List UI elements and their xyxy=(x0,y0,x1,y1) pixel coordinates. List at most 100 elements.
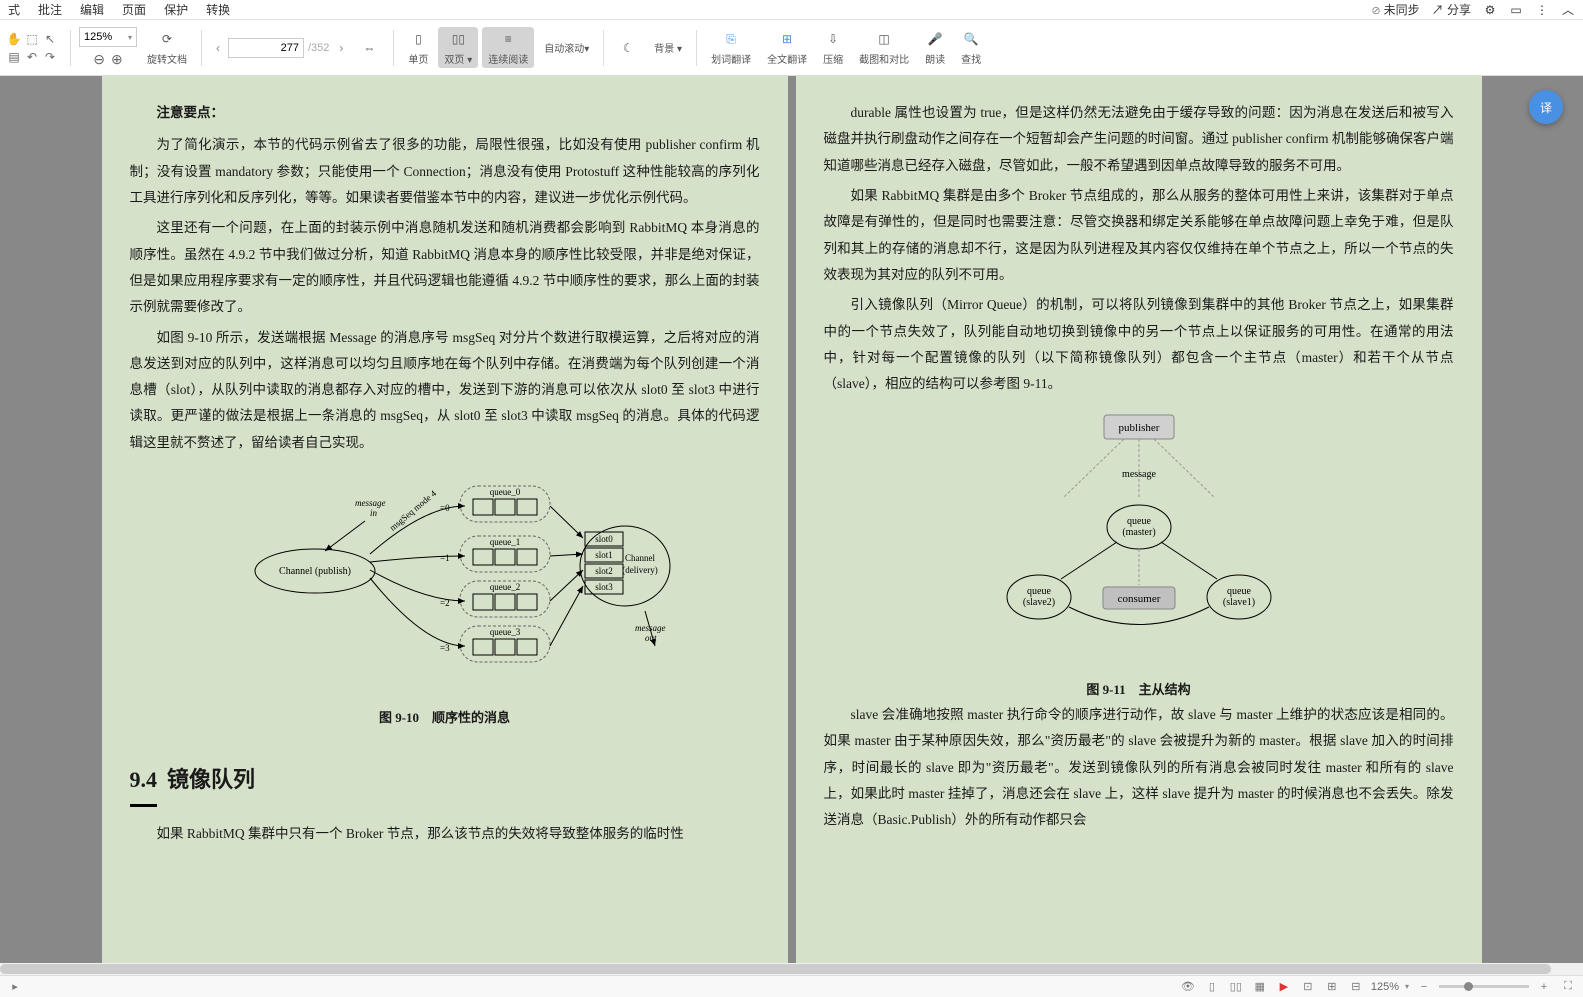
svg-text:queue_1: queue_1 xyxy=(489,537,520,547)
thumb1-icon[interactable]: ⊡ xyxy=(1299,979,1317,995)
next-page-icon[interactable]: › xyxy=(333,38,349,58)
section-heading: 9.4 镜像队列 xyxy=(130,759,760,807)
undo-icon[interactable]: ↶ xyxy=(24,49,40,65)
single-page-button[interactable]: ▯ 单页 xyxy=(402,27,434,68)
compare-icon: ◫ xyxy=(874,29,894,49)
view-double-icon[interactable]: ▯▯ xyxy=(1227,979,1245,995)
compare-button[interactable]: ◫ 截图和对比 xyxy=(853,27,915,68)
zoom-plus-icon[interactable]: + xyxy=(1535,979,1553,995)
svg-text:=1: =1 xyxy=(440,553,450,563)
view-book-icon[interactable]: ▦ xyxy=(1251,979,1269,995)
zoom-out-icon[interactable]: ⊖ xyxy=(93,51,105,68)
night-button[interactable]: ☾ xyxy=(612,36,644,60)
svg-text:=0: =0 xyxy=(440,503,450,513)
read-button[interactable]: 🎤 朗读 xyxy=(919,27,951,68)
zoom-input[interactable]: 125%▾ xyxy=(79,27,137,47)
double-page-button[interactable]: ▯▯ 双页 ▾ xyxy=(438,27,478,68)
page-input[interactable]: 277 xyxy=(228,38,304,58)
find-button[interactable]: 🔍 查找 xyxy=(955,27,987,68)
compress-icon: ⇩ xyxy=(823,29,843,49)
view-single-icon[interactable]: ▯ xyxy=(1203,979,1221,995)
paragraph: 如图 9-10 所示，发送端根据 Message 的消息序号 msgSeq 对分… xyxy=(130,325,760,457)
svg-text:=2: =2 xyxy=(440,598,450,608)
svg-text:slot2: slot2 xyxy=(595,566,613,576)
svg-text:queue: queue xyxy=(1127,516,1151,527)
page-right: durable 属性也设置为 true，但是这样仍然无法避免由于缓存导致的问题：… xyxy=(796,76,1482,975)
collapse-icon[interactable]: ︿ xyxy=(1561,3,1575,17)
page-header: 注意要点： xyxy=(130,100,760,126)
status-zoom: 125% xyxy=(1371,981,1399,993)
fit-button[interactable]: ⇔ xyxy=(353,36,385,60)
compress-button[interactable]: ⇩ 压缩 xyxy=(817,27,849,68)
svg-text:Channel: Channel xyxy=(625,553,655,563)
paragraph: 如果 RabbitMQ 集群是由多个 Broker 节点组成的，那么从服务的整体… xyxy=(824,183,1454,288)
paragraph: slave 会准确地按照 master 执行命令的顺序进行动作，故 slave … xyxy=(824,702,1454,834)
svg-text:queue: queue xyxy=(1227,586,1251,597)
bg-button[interactable]: 背景 ▾ xyxy=(648,38,688,57)
page-left: 注意要点： 为了简化演示，本节的代码示例省去了很多的功能，局限性很强，比如没有使… xyxy=(102,76,788,975)
settings-icon[interactable]: ⚙ xyxy=(1483,3,1497,17)
redo-icon[interactable]: ↷ xyxy=(42,49,58,65)
translate-icon: 译 xyxy=(1540,99,1552,116)
svg-text:message: message xyxy=(355,498,386,508)
zoom-minus-icon[interactable]: − xyxy=(1415,979,1433,995)
menu-bar: 式 批注 编辑 页面 保护 转换 ⊘ 未同步 ↗ 分享 ⚙ ▭ ⋮ ︿ xyxy=(0,0,1583,20)
full-trans-button[interactable]: ⊞ 全文翻译 xyxy=(761,27,813,68)
menu-edit[interactable]: 编辑 xyxy=(80,1,104,18)
page-total: /352 xyxy=(308,42,329,54)
paragraph: 这里还有一个问题，在上面的封装示例中消息随机发送和随机消费都会影响到 Rabbi… xyxy=(130,215,760,320)
arrow-tool-icon[interactable]: ↖ xyxy=(42,31,58,47)
hand-tool-icon[interactable]: ✋ xyxy=(6,31,22,47)
svg-text:queue: queue xyxy=(1027,586,1051,597)
svg-text:queue_0: queue_0 xyxy=(489,487,520,497)
svg-text:out: out xyxy=(645,633,657,643)
menu-protect[interactable]: 保护 xyxy=(164,1,188,18)
continuous-button[interactable]: ≡ 连续阅读 xyxy=(482,27,534,68)
select-tool-icon[interactable]: ⬚ xyxy=(24,31,40,47)
menu-page[interactable]: 页面 xyxy=(122,1,146,18)
autoscroll-button[interactable]: 自动滚动▾ xyxy=(538,38,595,57)
search-icon: 🔍 xyxy=(961,29,981,49)
float-translate-button[interactable]: 译 xyxy=(1529,90,1563,124)
thumb2-icon[interactable]: ⊞ xyxy=(1323,979,1341,995)
full-trans-icon: ⊞ xyxy=(777,29,797,49)
select-trans-button[interactable]: ⎘ 划词翻译 xyxy=(705,27,757,68)
menu-convert[interactable]: 转换 xyxy=(206,1,230,18)
svg-text:(delivery): (delivery) xyxy=(622,565,657,575)
horizontal-scrollbar[interactable] xyxy=(0,963,1583,975)
figure-caption: 图 9-10 顺序性的消息 xyxy=(130,705,760,730)
select-trans-icon: ⎘ xyxy=(721,29,741,49)
svg-text:msgSeq mode 4: msgSeq mode 4 xyxy=(387,488,438,533)
paragraph: 为了简化演示，本节的代码示例省去了很多的功能，局限性很强，比如没有使用 publ… xyxy=(130,132,760,211)
fullscreen-icon[interactable]: ⛶ xyxy=(1559,979,1577,995)
svg-text:in: in xyxy=(370,508,378,518)
menu-mode[interactable]: 式 xyxy=(8,1,20,18)
paragraph: durable 属性也设置为 true，但是这样仍然无法避免由于缓存导致的问题：… xyxy=(824,100,1454,179)
mic-icon: 🎤 xyxy=(925,29,945,49)
rotate-icon: ⟳ xyxy=(157,29,177,49)
svg-text:slot0: slot0 xyxy=(595,534,613,544)
panel-toggle-icon[interactable]: ▸ xyxy=(6,979,24,995)
eye-icon[interactable]: 👁 xyxy=(1179,979,1197,995)
presentation-icon[interactable]: ▶ xyxy=(1275,979,1293,995)
window-icon[interactable]: ▭ xyxy=(1509,3,1523,17)
content-area: 注意要点： 为了简化演示，本节的代码示例省去了很多的功能，局限性很强，比如没有使… xyxy=(0,76,1583,975)
fit-icon: ⇔ xyxy=(359,38,379,58)
svg-text:message: message xyxy=(1122,469,1156,480)
prev-page-icon[interactable]: ‹ xyxy=(210,38,226,58)
more-icon[interactable]: ⋮ xyxy=(1535,3,1549,17)
paragraph: 引入镜像队列（Mirror Queue）的机制，可以将队列镜像到集群中的其他 B… xyxy=(824,292,1454,397)
double-page-icon: ▯▯ xyxy=(448,29,468,49)
svg-text:=3: =3 xyxy=(440,643,450,653)
thumb3-icon[interactable]: ⊟ xyxy=(1347,979,1365,995)
zoom-slider[interactable] xyxy=(1439,985,1529,988)
zoom-in-icon[interactable]: ⊕ xyxy=(111,51,123,68)
page-tool-icon[interactable]: ▤ xyxy=(6,49,22,65)
svg-text:consumer: consumer xyxy=(1117,593,1160,605)
single-page-icon: ▯ xyxy=(408,29,428,49)
rotate-button[interactable]: ⟳ 旋转文档 xyxy=(141,27,193,68)
figure-caption: 图 9-11 主从结构 xyxy=(824,677,1454,702)
share-button[interactable]: ↗ 分享 xyxy=(1432,1,1471,18)
svg-text:publisher: publisher xyxy=(1118,422,1159,434)
menu-annotate[interactable]: 批注 xyxy=(38,1,62,18)
